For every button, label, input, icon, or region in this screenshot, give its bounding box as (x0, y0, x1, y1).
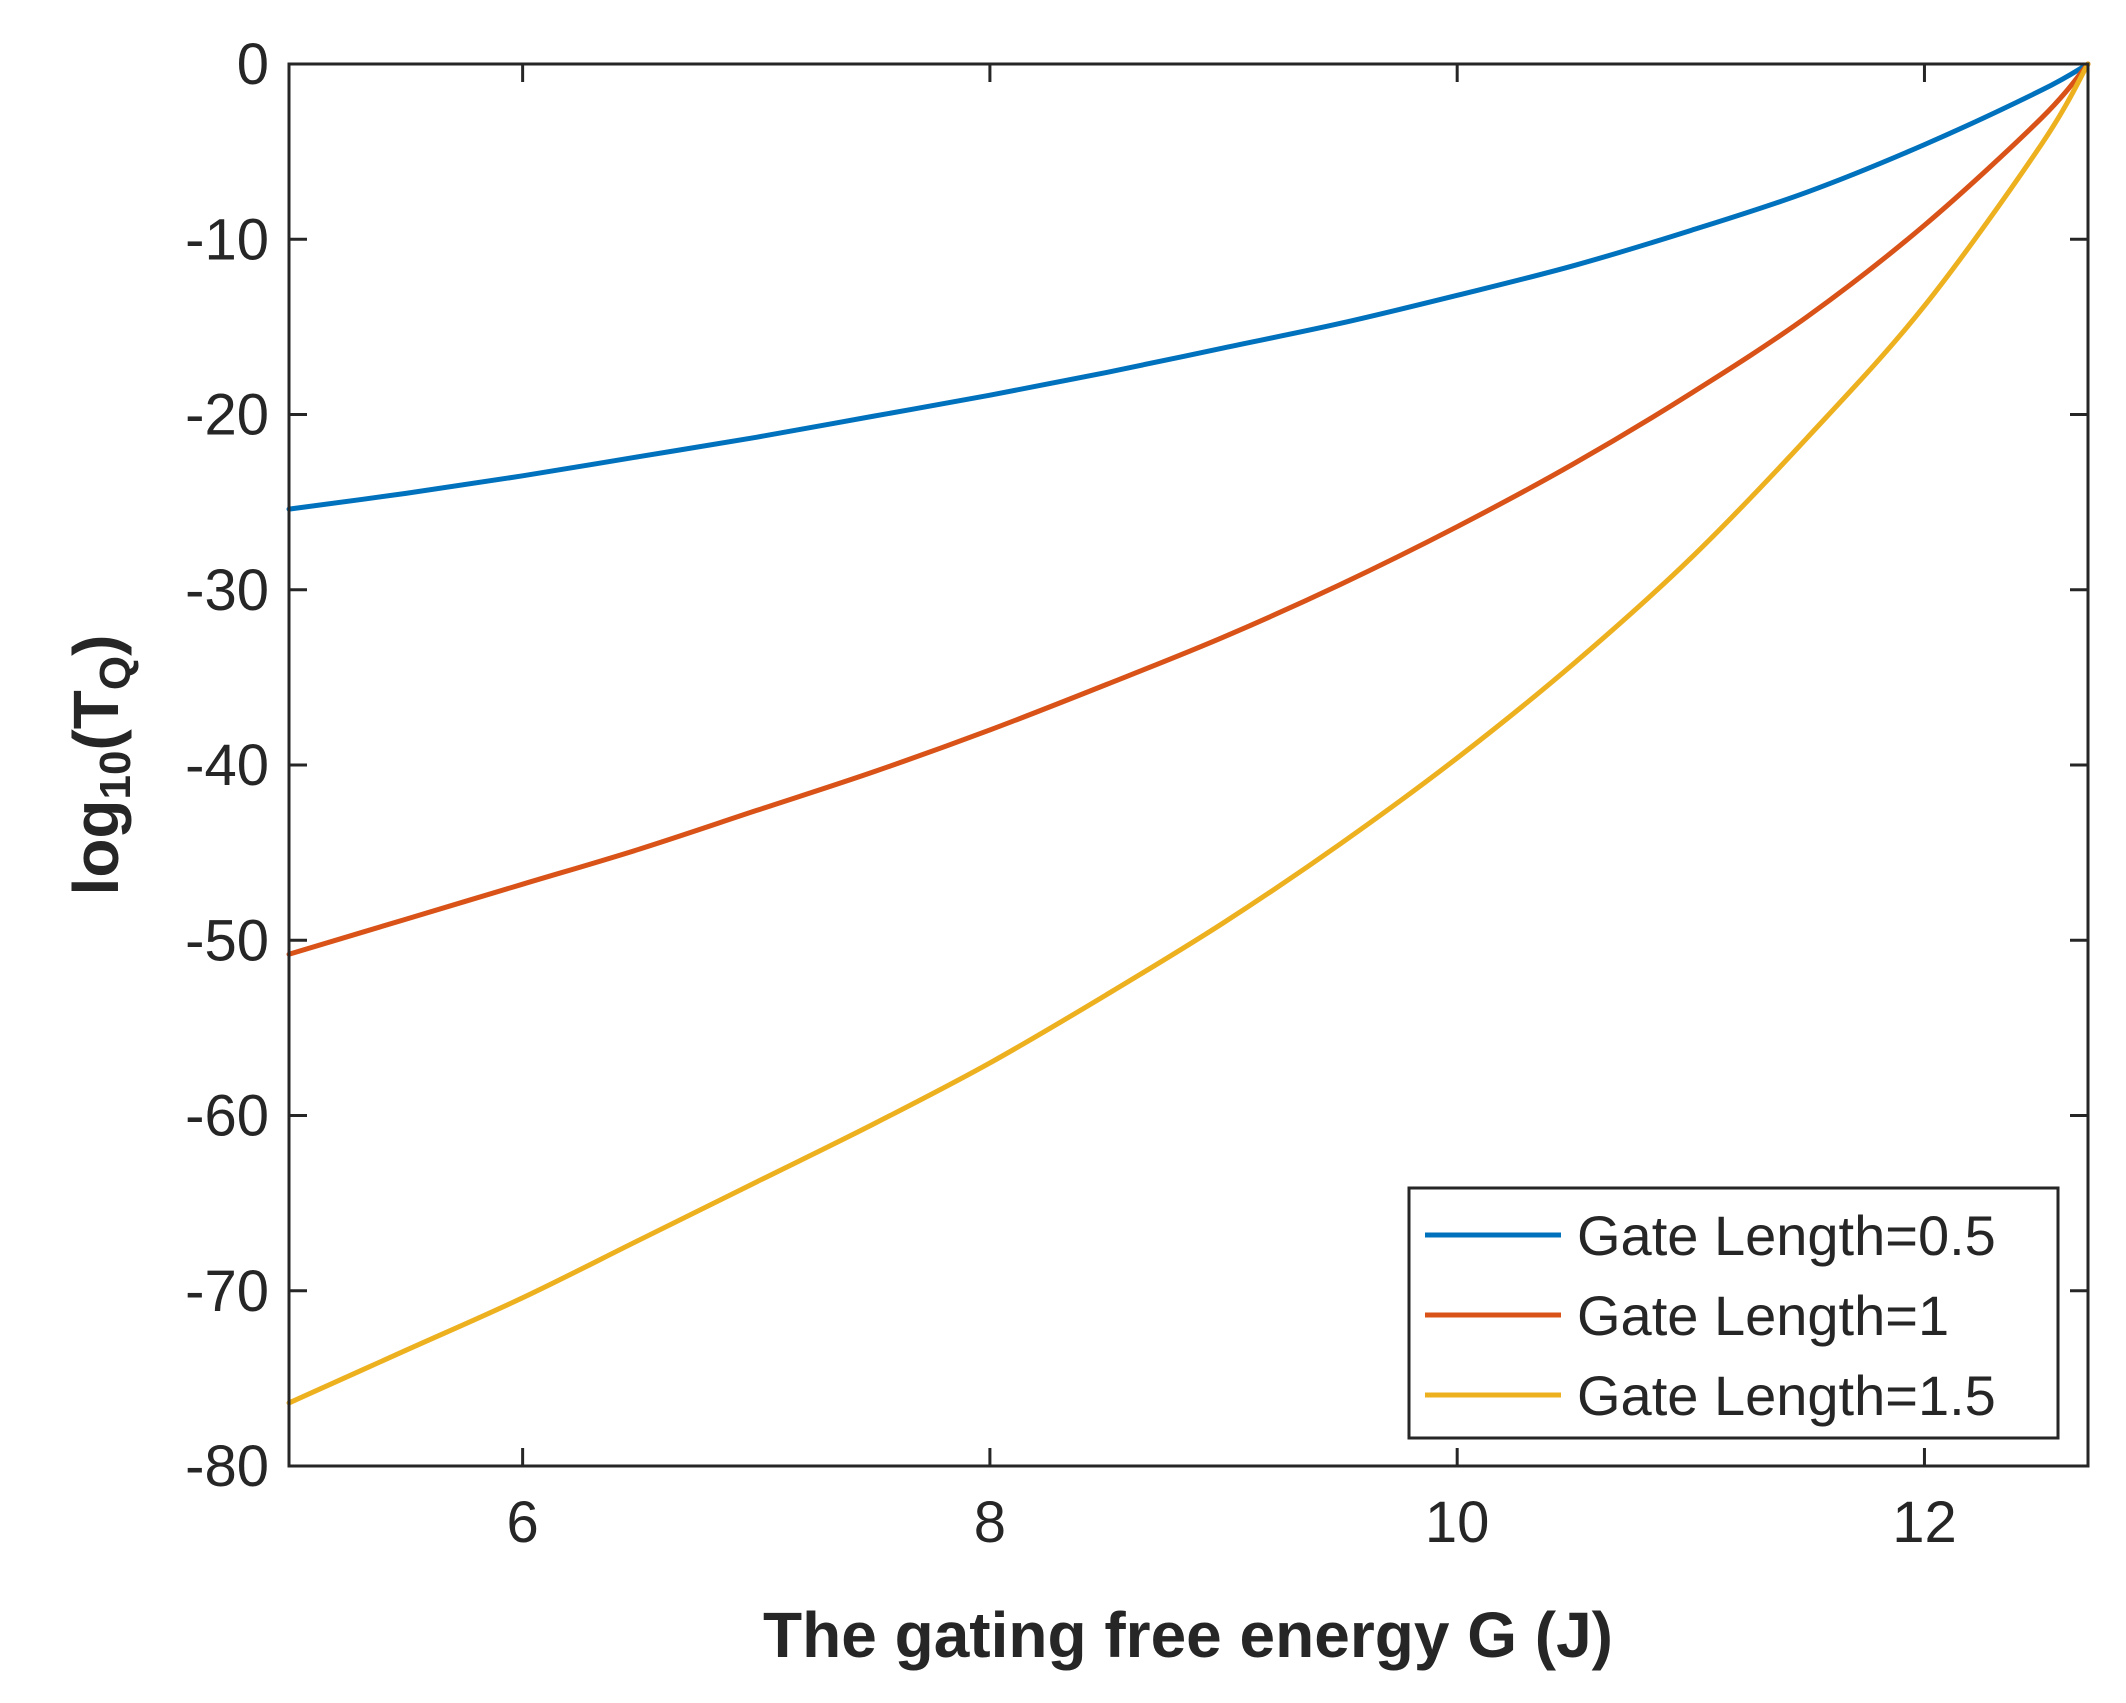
legend-label-1: Gate Length=0.5 (1577, 1204, 1996, 1267)
y-axis-title: log10(TQ) (60, 635, 140, 896)
y-axis-title-sub1: 10 (91, 751, 140, 800)
series-line-3 (286, 61, 2091, 1406)
y-tick-label: 0 (237, 32, 269, 97)
x-tick-label: 12 (1892, 1490, 1957, 1555)
y-tick-label: -60 (185, 1084, 269, 1149)
legend-label-3: Gate Length=1.5 (1577, 1364, 1996, 1427)
series-layer (286, 61, 2091, 1406)
series-line-2 (286, 61, 2091, 957)
y-tick-label: -70 (185, 1259, 269, 1324)
y-tick-label: -40 (185, 733, 269, 798)
legend: Gate Length=0.5 Gate Length=1 Gate Length=… (1407, 1186, 2060, 1440)
y-tick-label: -50 (185, 908, 269, 973)
y-tick-label: -80 (185, 1434, 269, 1499)
series-line-1 (286, 61, 2091, 512)
x-tick-label: 10 (1425, 1490, 1490, 1555)
plot-frame (287, 62, 2090, 1468)
y-tick-label: -30 (185, 558, 269, 623)
y-axis-title-mid: (T (60, 690, 132, 750)
y-tick-label: -10 (185, 207, 269, 272)
x-tick-label: 6 (507, 1490, 539, 1555)
y-axis-title-prefix: log (60, 799, 132, 895)
legend-label-2: Gate Length=1 (1577, 1284, 1949, 1347)
x-axis-title: The gating free energy G (J) (763, 1599, 1613, 1671)
ticks-layer: 6 8 10 12 0 -10 -20 -30 -40 -50 -60 -70 -80 (185, 32, 2088, 1555)
x-tick-label: 8 (974, 1490, 1006, 1555)
y-tick-label: -20 (185, 383, 269, 448)
y-axis-title-sub2: Q (91, 656, 140, 690)
y-axis-title-suffix: ) (60, 635, 132, 656)
